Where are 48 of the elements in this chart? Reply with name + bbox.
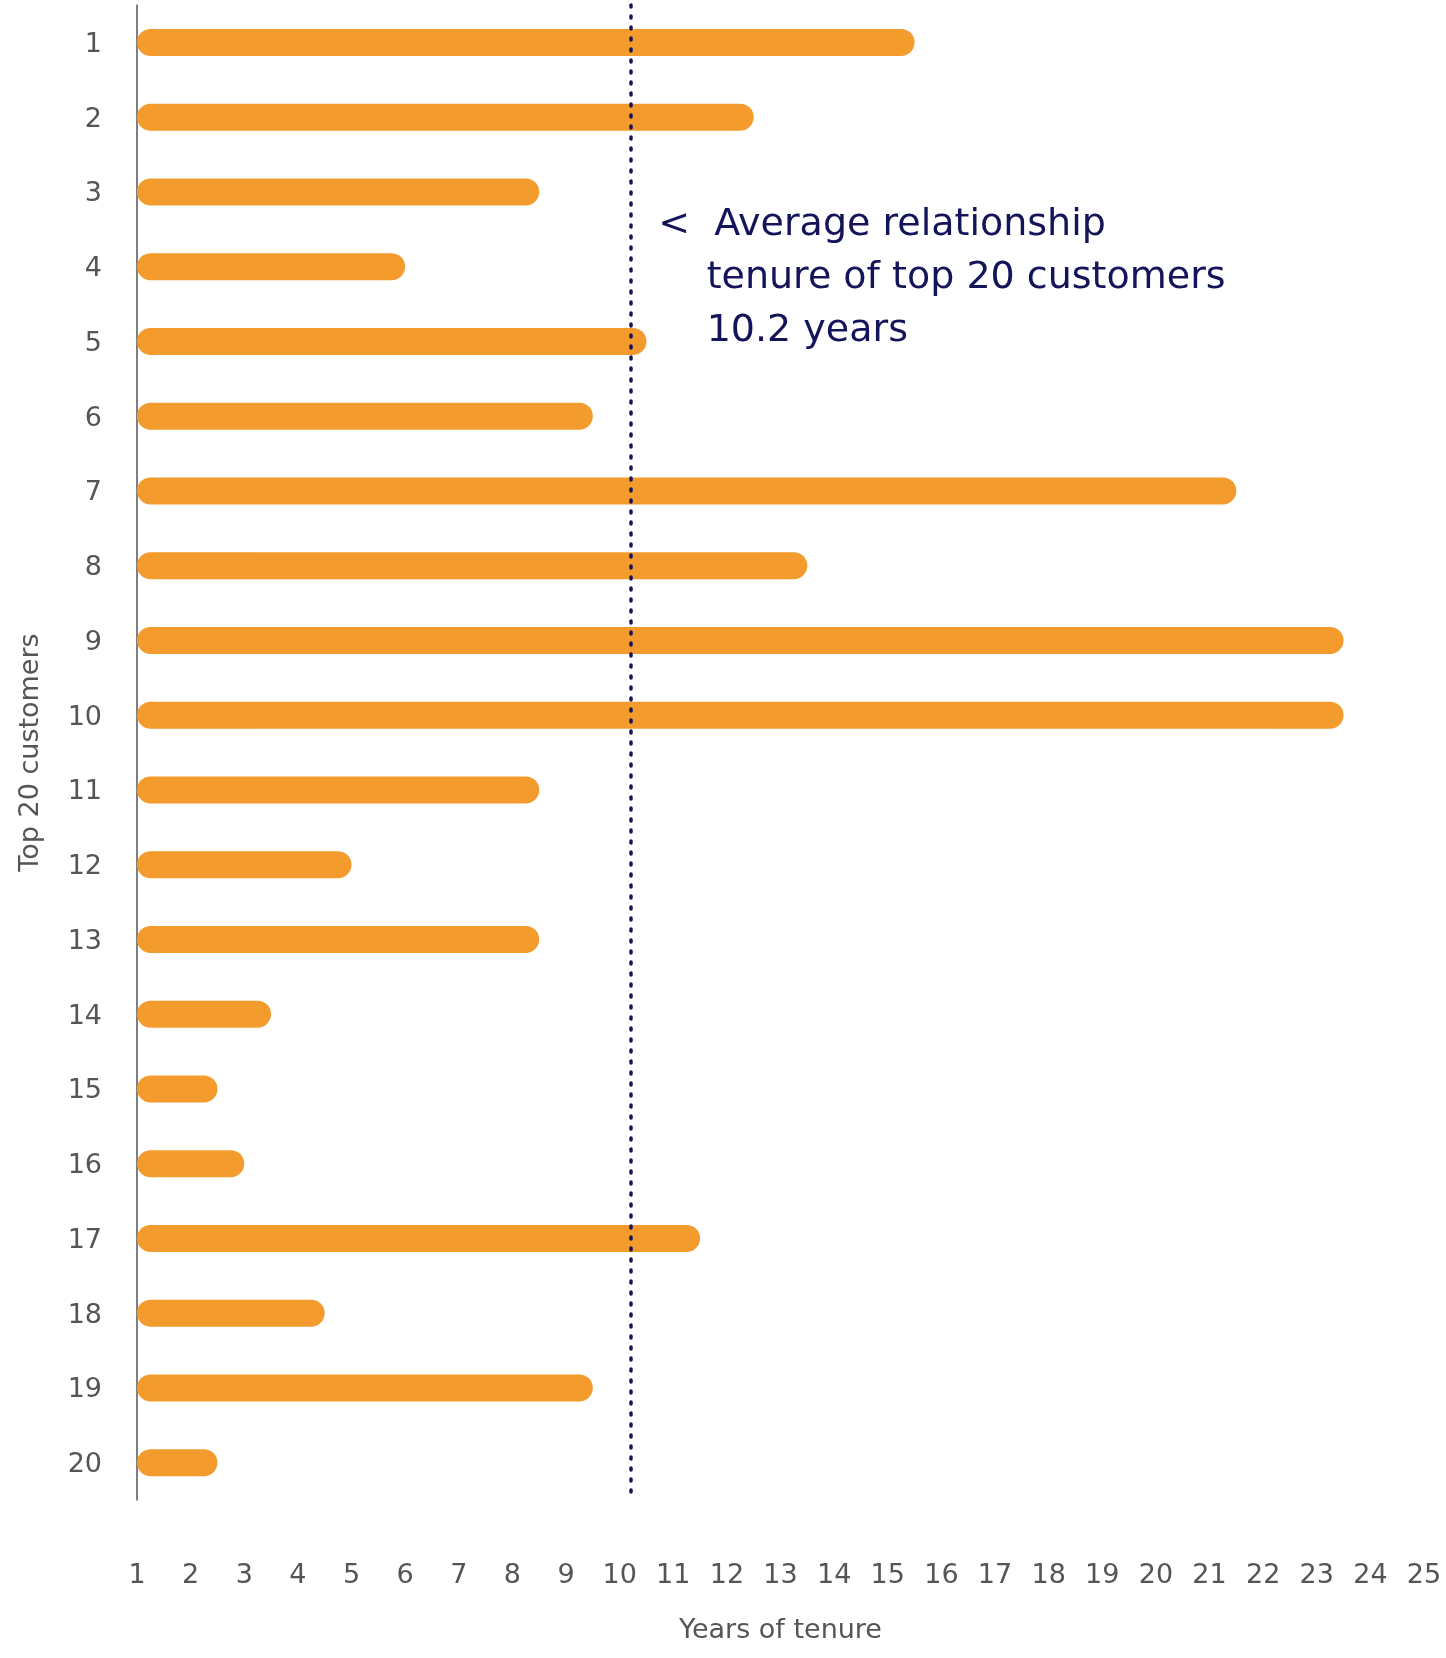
x-tick-label: 5 <box>342 1558 361 1589</box>
x-tick-label: 3 <box>235 1558 253 1589</box>
y-tick-label: 6 <box>84 400 102 432</box>
x-tick-label: 14 <box>816 1558 852 1589</box>
y-tick-label: 4 <box>84 251 102 283</box>
x-tick-label: 13 <box>763 1558 798 1589</box>
y-tick-label: 9 <box>84 624 102 656</box>
ref-line-label: < Average relationship tenure of top 20 customers 10.2 years <box>658 199 1226 350</box>
x-tick-label: 11 <box>656 1558 691 1589</box>
x-tick-label: 8 <box>503 1558 521 1589</box>
x-tick-label: 15 <box>870 1558 905 1589</box>
y-tick-label: 17 <box>67 1222 102 1254</box>
y-tick-label: 10 <box>67 699 102 731</box>
y-tick-label: 5 <box>84 325 102 357</box>
x-tick-label: 2 <box>182 1558 200 1589</box>
x-axis-title: Years of tenure <box>678 1613 882 1644</box>
y-tick-label: 18 <box>67 1297 102 1329</box>
x-tick-label: 1 <box>128 1558 146 1589</box>
x-tick-label: 4 <box>289 1558 307 1589</box>
x-tick-label: 7 <box>450 1558 468 1589</box>
x-tick-label: 25 <box>1406 1558 1442 1589</box>
y-tick-label: 1 <box>84 26 102 58</box>
y-tick-label: 19 <box>67 1372 102 1404</box>
y-tick-label: 2 <box>84 101 102 133</box>
x-tick-label: 19 <box>1085 1558 1120 1589</box>
y-tick-label: 11 <box>67 774 102 806</box>
y-tick-label: 13 <box>67 923 102 955</box>
y-tick-label: 15 <box>67 1073 102 1105</box>
y-tick-label: 8 <box>84 550 102 582</box>
x-tick-label: 17 <box>977 1558 1013 1589</box>
x-tick-label: 16 <box>924 1558 959 1589</box>
x-tick-label: 18 <box>1031 1558 1066 1589</box>
x-tick-label: 12 <box>709 1558 745 1589</box>
y-axis-title: Top 20 customers <box>13 633 44 873</box>
y-tick-label: 14 <box>67 998 102 1030</box>
y-tick-label: 7 <box>84 475 102 507</box>
y-tick-label: 12 <box>67 849 102 881</box>
x-tick-label: 23 <box>1299 1558 1334 1589</box>
y-tick-label: 3 <box>84 176 102 208</box>
x-tick-label: 22 <box>1245 1558 1281 1589</box>
x-tick-label: 6 <box>396 1558 414 1589</box>
x-tick-label: 10 <box>602 1558 637 1589</box>
x-tick-label: 9 <box>557 1558 575 1589</box>
y-tick-label: 20 <box>67 1447 102 1479</box>
x-tick-label: 24 <box>1353 1558 1388 1589</box>
y-tick-label: 16 <box>67 1148 102 1180</box>
x-tick-label: 21 <box>1192 1558 1227 1589</box>
x-tick-label: 20 <box>1138 1558 1174 1589</box>
